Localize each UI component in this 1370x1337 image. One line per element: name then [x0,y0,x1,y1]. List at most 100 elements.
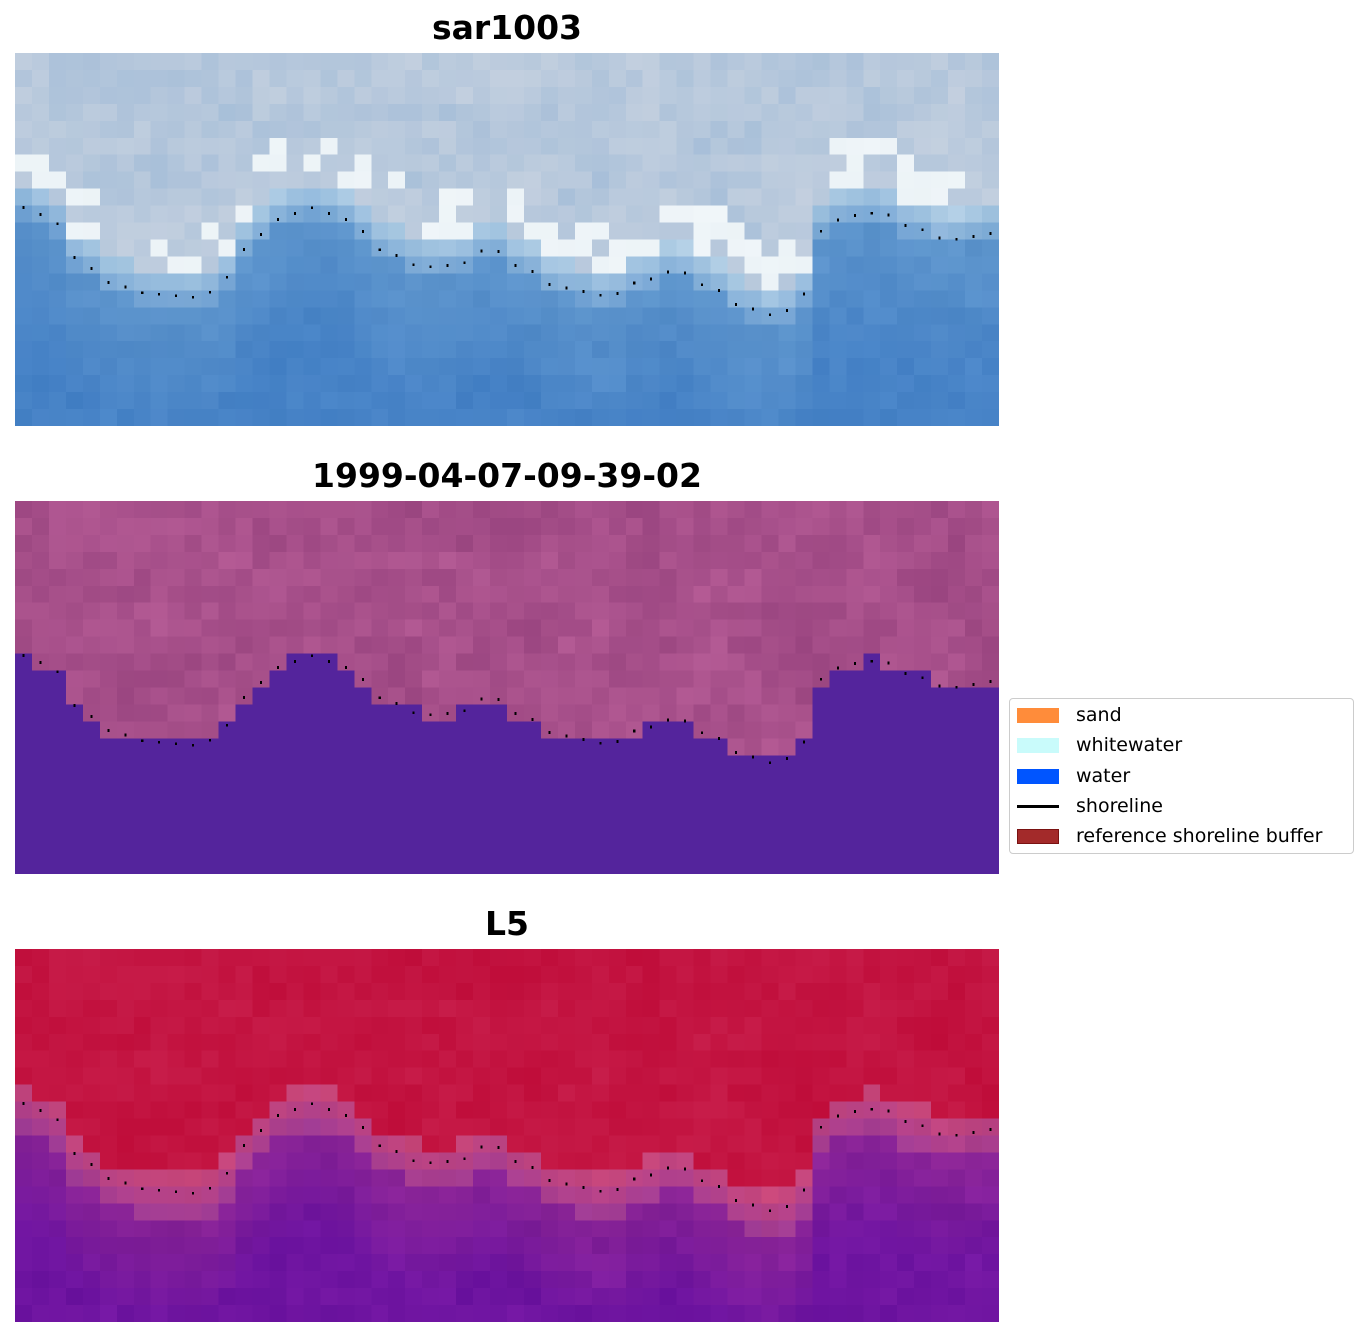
image-pixel [540,205,559,223]
shoreline-dot [378,1144,381,1148]
image-pixel [948,965,966,984]
image-pixel [354,1237,372,1255]
image-pixel [625,1135,644,1153]
image-pixel [337,375,355,393]
legend-label-water: water [1076,765,1131,787]
image-pixel [829,721,847,739]
image-pixel [337,120,355,139]
image-pixel [625,1118,644,1136]
image-pixel [439,1135,457,1153]
image-pixel [795,324,813,342]
image-pixel [99,1016,118,1035]
image-pixel [557,375,576,393]
image-pixel [897,103,915,122]
image-pixel [880,137,898,156]
image-pixel [812,840,830,858]
image-pixel [218,1169,236,1187]
image-pixel [863,341,881,359]
image-pixel [948,840,966,858]
image-pixel [727,1050,745,1069]
image-pixel [303,501,321,519]
image-pixel [897,653,915,671]
image-pixel [812,687,830,705]
image-pixel [303,738,321,756]
image-pixel [405,69,423,88]
image-pixel [744,704,762,722]
image-pixel [523,772,542,790]
image-pixel [371,137,389,156]
image-pixel [846,103,864,122]
image-pixel [269,619,287,637]
image-pixel [676,602,694,621]
image-pixel [642,517,661,536]
image-pixel [286,53,304,71]
image-pixel [473,840,491,858]
legend-item-reference-buffer: reference shoreline buffer [1017,825,1322,847]
image-pixel [863,636,881,654]
image-pixel [439,823,457,841]
image-pixel [184,789,202,807]
image-pixel [286,341,304,359]
image-pixel [710,205,728,223]
image-pixel [150,1220,169,1238]
image-pixel [439,239,457,257]
image-pixel [931,1186,949,1204]
image-pixel [846,551,864,570]
image-pixel [795,273,813,291]
image-pixel [320,585,338,604]
image-pixel [405,86,423,105]
image-pixel [133,324,152,342]
image-pixel [133,965,152,984]
image-pixel [65,704,84,722]
image-pixel [235,375,253,393]
image-pixel [676,358,694,376]
image-pixel [557,517,576,536]
image-pixel [422,1288,440,1306]
image-pixel [880,239,898,257]
shoreline-line-icon [1017,799,1061,814]
image-pixel [557,585,576,604]
image-pixel [405,358,423,376]
image-pixel [948,1271,966,1289]
image-pixel [99,205,118,223]
image-pixel [931,982,949,1001]
image-pixel [931,1220,949,1238]
image-pixel [252,636,270,654]
image-pixel [863,999,881,1018]
image-pixel [557,602,576,621]
shoreline-dot [56,222,59,226]
image-pixel [456,205,474,223]
image-pixel [557,358,576,376]
image-pixel [116,999,135,1018]
image-pixel [829,171,847,189]
image-pixel [82,619,101,637]
image-pixel [608,738,627,756]
image-pixel [354,358,372,376]
image-pixel [456,1067,474,1085]
shoreline-dot [921,1124,924,1128]
image-pixel [439,857,457,874]
image-pixel [931,1305,949,1322]
image-pixel [693,86,711,105]
image-pixel [948,69,966,88]
image-pixel [897,239,915,257]
image-pixel [439,789,457,807]
image-pixel [557,1067,576,1085]
image-pixel [914,806,932,824]
image-pixel [473,501,491,519]
image-pixel [48,772,67,790]
image-pixel [507,965,525,984]
image-pixel [337,1084,355,1102]
image-pixel [778,1169,796,1187]
image-pixel [523,1186,542,1204]
image-pixel [269,171,287,189]
image-pixel [439,721,457,739]
image-pixel [608,273,627,291]
image-pixel [744,1101,762,1119]
image-pixel [931,53,949,71]
image-pixel [133,1101,152,1119]
image-pixel [252,789,270,807]
image-pixel [829,840,847,858]
image-pixel [931,120,949,139]
image-pixel [320,789,338,807]
